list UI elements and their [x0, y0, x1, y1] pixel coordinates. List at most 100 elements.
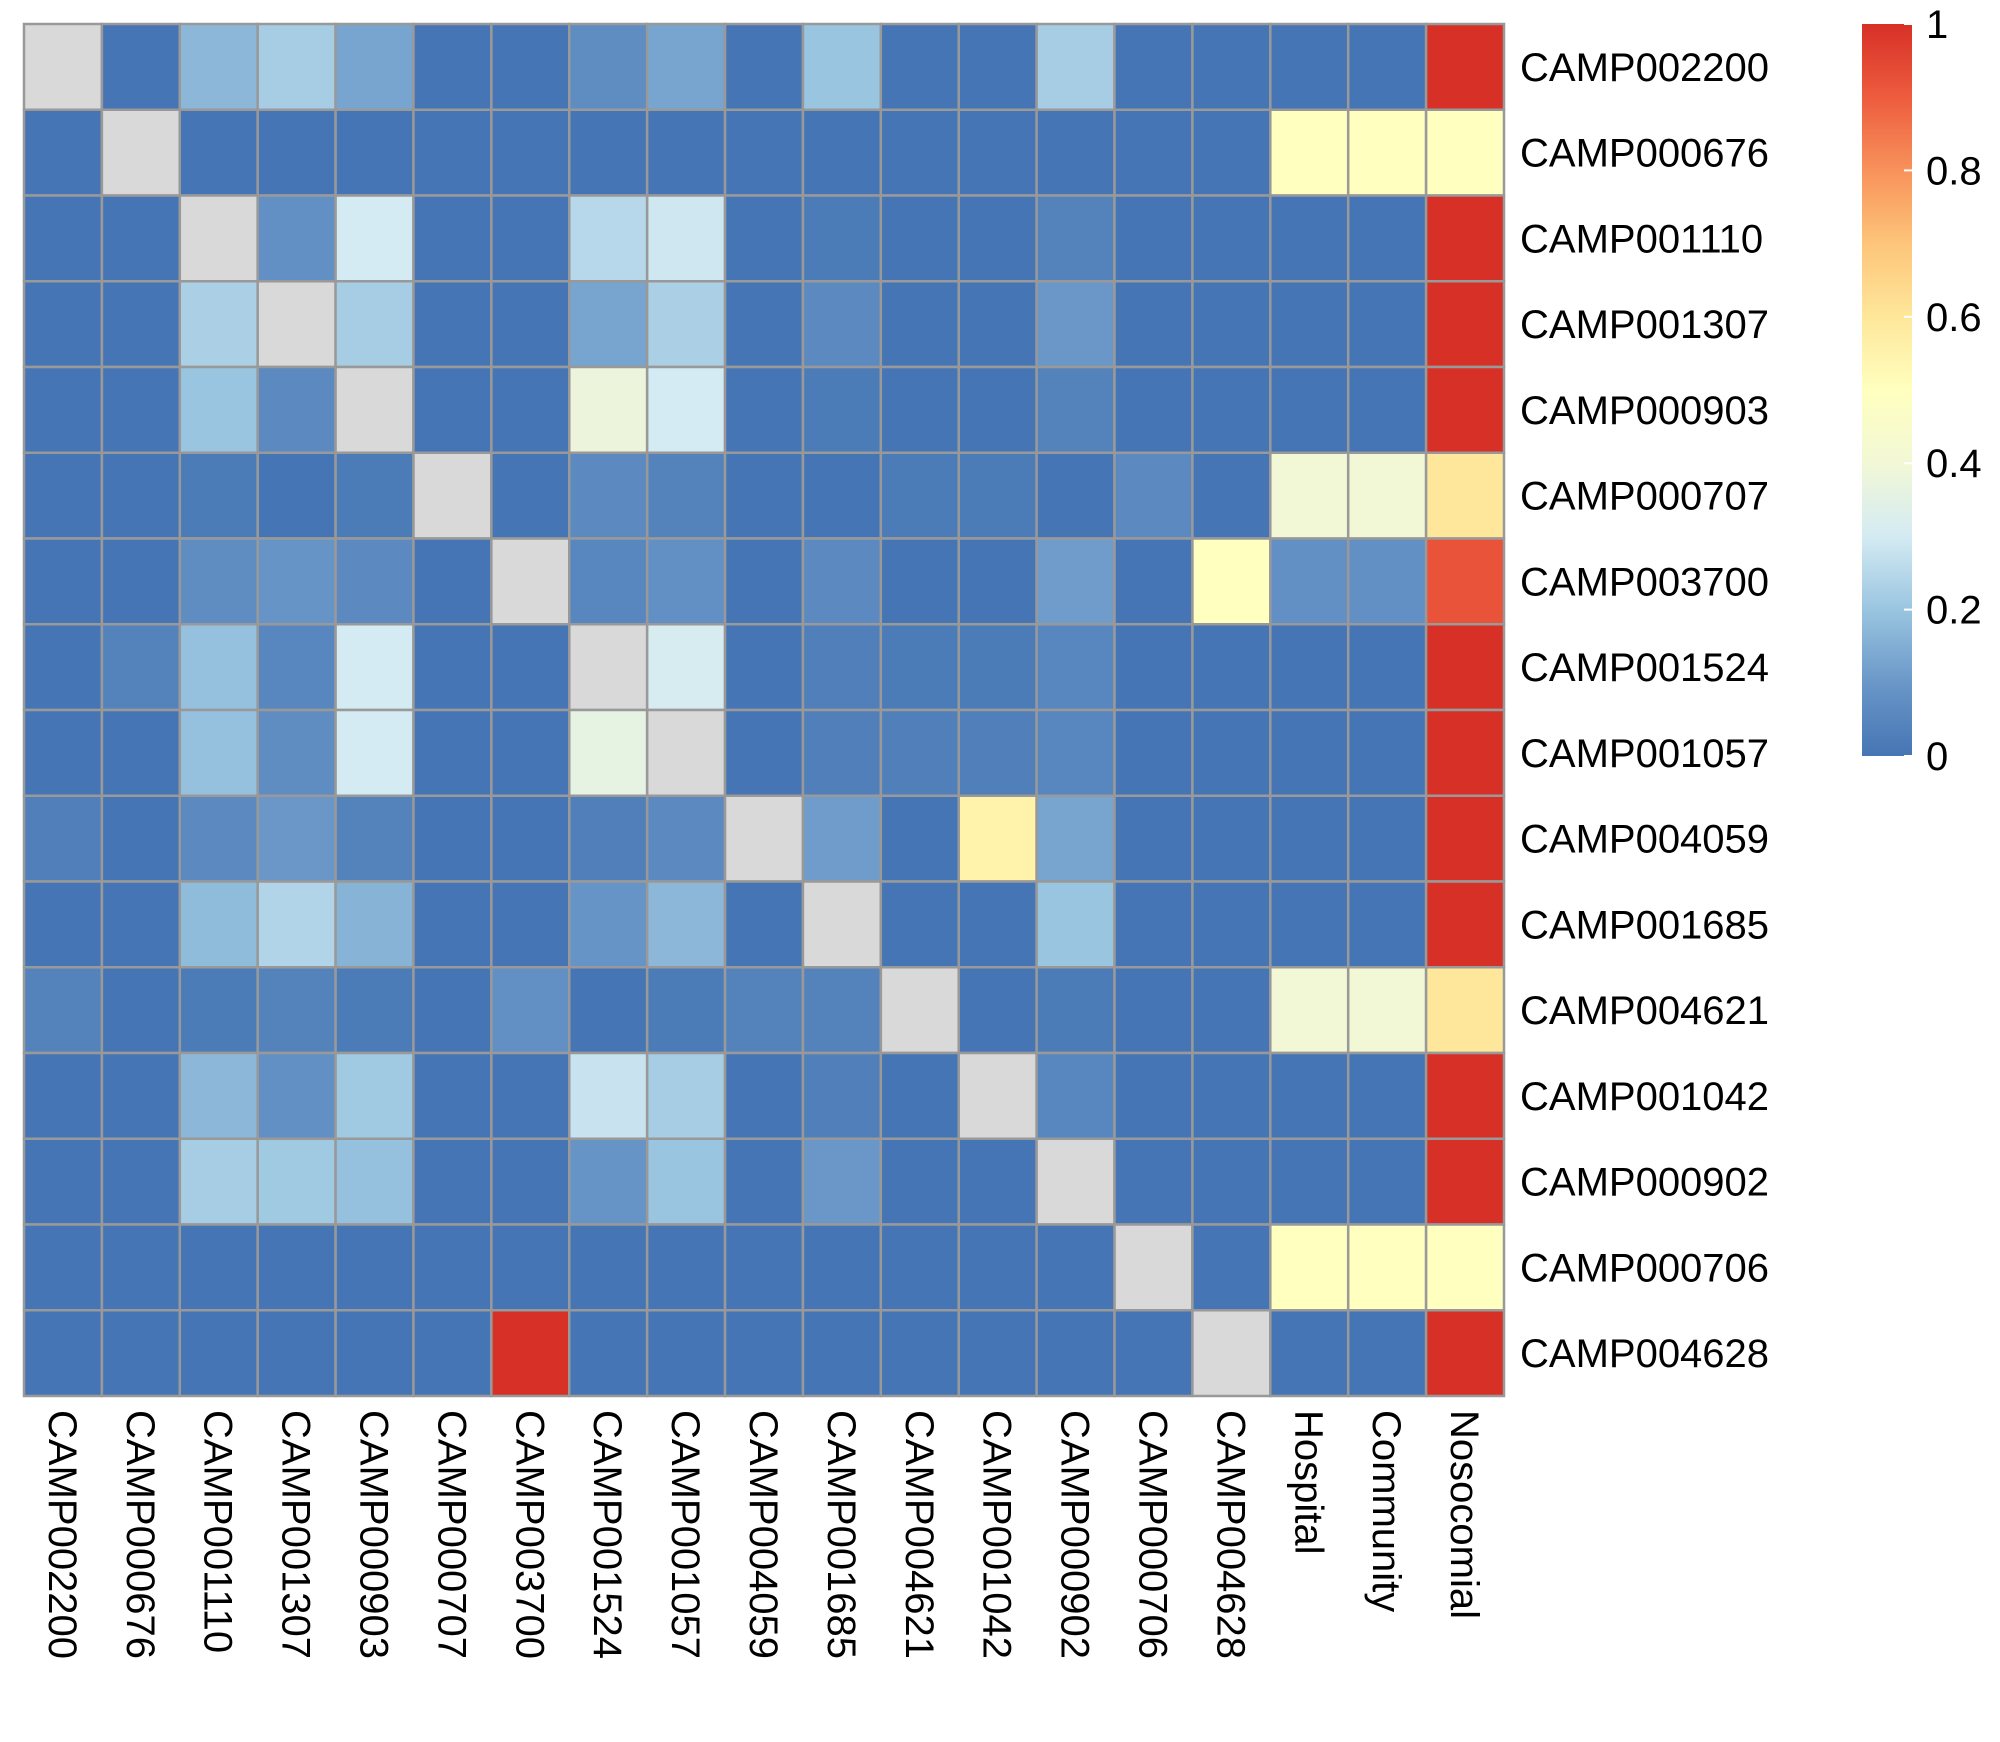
- heatmap-cell-r6-c10: [801, 537, 883, 626]
- row-label: CAMP000902: [1520, 1161, 1769, 1205]
- heatmap-cell-r2-c2: [178, 194, 259, 283]
- heatmap-cell-r10-c0: [22, 880, 104, 969]
- heatmap-cell-r4-c14: [1113, 365, 1194, 454]
- heatmap-cell-r9-c18: [1424, 794, 1506, 883]
- heatmap-cell-r7-c9: [723, 623, 805, 712]
- column-label: CAMP002200: [40, 1410, 84, 1659]
- heatmap-cell-r1-c6: [490, 108, 571, 197]
- heatmap-cell-r4-c12: [957, 365, 1038, 454]
- heatmap-cell-r7-c18: [1424, 623, 1506, 712]
- heatmap-cell-r11-c14: [1113, 966, 1194, 1055]
- colorbar-gradient: [1862, 24, 1912, 756]
- heatmap-cell-r10-c11: [879, 880, 960, 969]
- heatmap-cell-r7-c11: [879, 623, 960, 712]
- heatmap-cell-r5-c15: [1191, 451, 1272, 540]
- column-label: CAMP004621: [897, 1410, 941, 1659]
- heatmap-cell-r6-c6: [490, 537, 571, 626]
- heatmap-cell-r5-c4: [334, 451, 415, 540]
- heatmap-cell-r6-c11: [879, 537, 960, 626]
- heatmap-cell-r15-c18: [1424, 1309, 1506, 1398]
- heatmap-cell-r4-c13: [1035, 365, 1116, 454]
- heatmap-cell-r7-c15: [1191, 623, 1272, 712]
- heatmap-cells: [22, 22, 1506, 1398]
- heatmap-cell-r0-c2: [178, 22, 259, 111]
- heatmap-cell-r7-c10: [801, 623, 883, 712]
- heatmap-cell-r9-c8: [645, 794, 727, 883]
- column-label: CAMP001524: [585, 1410, 629, 1659]
- heatmap-cell-r8-c11: [879, 708, 960, 797]
- heatmap-cell-r13-c14: [1113, 1137, 1194, 1226]
- heatmap-cell-r15-c17: [1346, 1309, 1428, 1398]
- heatmap-cell-r14-c17: [1346, 1223, 1428, 1312]
- heatmap-cell-r13-c18: [1424, 1137, 1506, 1226]
- heatmap-cell-r1-c3: [256, 108, 337, 197]
- heatmap-cell-r9-c5: [412, 794, 493, 883]
- heatmap-cell-r12-c2: [178, 1051, 259, 1140]
- heatmap-cell-r13-c7: [568, 1137, 649, 1226]
- heatmap-cell-r0-c16: [1269, 22, 1350, 111]
- heatmap-cell-r1-c0: [22, 108, 104, 197]
- heatmap-cell-r10-c3: [256, 880, 337, 969]
- heatmap-cell-r2-c14: [1113, 194, 1194, 283]
- heatmap-cell-r8-c0: [22, 708, 104, 797]
- column-label: CAMP004628: [1208, 1410, 1252, 1659]
- row-label: CAMP000706: [1520, 1246, 1769, 1290]
- heatmap-cell-r4-c6: [490, 365, 571, 454]
- heatmap-cell-r13-c16: [1269, 1137, 1350, 1226]
- heatmap-cell-r12-c11: [879, 1051, 960, 1140]
- column-label: CAMP004059: [741, 1410, 785, 1659]
- heatmap-cell-r15-c6: [490, 1309, 571, 1398]
- heatmap-cell-r0-c11: [879, 22, 960, 111]
- heatmap-cell-r4-c5: [412, 365, 493, 454]
- heatmap-cell-r7-c14: [1113, 623, 1194, 712]
- heatmap-cell-r14-c8: [645, 1223, 727, 1312]
- heatmap-cell-r14-c5: [412, 1223, 493, 1312]
- heatmap-cell-r2-c17: [1346, 194, 1428, 283]
- column-label: Hospital: [1286, 1410, 1330, 1555]
- heatmap-cell-r2-c10: [801, 194, 883, 283]
- heatmap-cell-r7-c3: [256, 623, 337, 712]
- heatmap-cell-r1-c8: [645, 108, 727, 197]
- heatmap-cell-r11-c11: [879, 966, 960, 1055]
- heatmap-cell-r8-c6: [490, 708, 571, 797]
- heatmap-cell-r8-c3: [256, 708, 337, 797]
- heatmap-cell-r6-c12: [957, 537, 1038, 626]
- heatmap-cell-r9-c16: [1269, 794, 1350, 883]
- heatmap-cell-r9-c11: [879, 794, 960, 883]
- heatmap-cell-r9-c12: [957, 794, 1038, 883]
- column-label: Nosocomial: [1442, 1410, 1486, 1619]
- heatmap-cell-r14-c15: [1191, 1223, 1272, 1312]
- heatmap-cell-r15-c9: [723, 1309, 805, 1398]
- column-label: CAMP001307: [274, 1410, 318, 1659]
- heatmap-cell-r12-c5: [412, 1051, 493, 1140]
- heatmap-cell-r6-c7: [568, 537, 649, 626]
- heatmap-cell-r6-c2: [178, 537, 259, 626]
- heatmap-cell-r7-c0: [22, 623, 104, 712]
- heatmap-cell-r3-c1: [100, 280, 182, 369]
- heatmap-cell-r6-c17: [1346, 537, 1428, 626]
- heatmap-cell-r0-c5: [412, 22, 493, 111]
- heatmap-cell-r15-c3: [256, 1309, 337, 1398]
- heatmap-cell-r3-c17: [1346, 280, 1428, 369]
- heatmap-cell-r1-c2: [178, 108, 259, 197]
- heatmap-cell-r11-c17: [1346, 966, 1428, 1055]
- heatmap-cell-r3-c4: [334, 280, 415, 369]
- heatmap-cell-r1-c5: [412, 108, 493, 197]
- heatmap-cell-r15-c13: [1035, 1309, 1116, 1398]
- heatmap-cell-r3-c12: [957, 280, 1038, 369]
- heatmap-cell-r10-c6: [490, 880, 571, 969]
- colorbar-tick-label: 0.6: [1926, 296, 1982, 340]
- heatmap-cell-r2-c1: [100, 194, 182, 283]
- row-label: CAMP001685: [1520, 903, 1769, 947]
- heatmap-cell-r4-c18: [1424, 365, 1506, 454]
- heatmap-cell-r12-c16: [1269, 1051, 1350, 1140]
- heatmap-cell-r8-c18: [1424, 708, 1506, 797]
- heatmap-cell-r5-c13: [1035, 451, 1116, 540]
- heatmap-cell-r6-c18: [1424, 537, 1506, 626]
- heatmap-cell-r5-c12: [957, 451, 1038, 540]
- heatmap-cell-r12-c12: [957, 1051, 1038, 1140]
- row-labels: CAMP002200 CAMP000676 CAMP001110 CAMP001307…: [1520, 46, 1769, 1376]
- heatmap-cell-r9-c17: [1346, 794, 1428, 883]
- heatmap-cell-r13-c1: [100, 1137, 182, 1226]
